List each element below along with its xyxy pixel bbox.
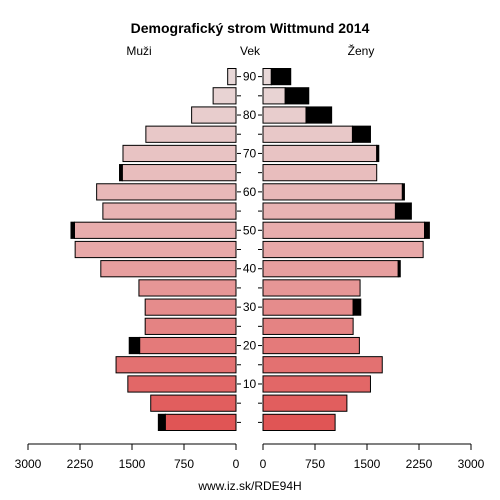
excess-women-55-59 bbox=[394, 202, 412, 220]
bar-men-35-39 bbox=[138, 279, 237, 297]
bar-men-40-44 bbox=[100, 260, 237, 278]
bar-women-0-4 bbox=[262, 413, 336, 431]
bar-men-15-19 bbox=[115, 356, 237, 374]
age-tick-label: 90 bbox=[243, 70, 257, 84]
bar-men-70-74 bbox=[122, 144, 237, 163]
age-tick-label: 80 bbox=[243, 108, 257, 122]
age-tick-label: 10 bbox=[243, 377, 257, 391]
excess-men-50-54 bbox=[70, 221, 75, 239]
bar-women-90+ bbox=[262, 68, 272, 86]
bar-men-75-79 bbox=[145, 125, 237, 143]
excess-men-65-69 bbox=[119, 164, 123, 182]
bar-men-90+ bbox=[227, 68, 237, 86]
bar-men-60-64 bbox=[96, 183, 237, 201]
bar-women-10-14 bbox=[262, 375, 371, 393]
bar-women-65-69 bbox=[262, 164, 378, 182]
bar-men-65-69 bbox=[121, 164, 237, 182]
bar-women-30-34 bbox=[262, 298, 354, 316]
x-tick-label-men: 0 bbox=[233, 457, 240, 471]
bar-men-30-34 bbox=[144, 298, 237, 316]
age-tick-label: 60 bbox=[243, 185, 257, 199]
excess-women-60-64 bbox=[401, 183, 405, 201]
bar-women-25-29 bbox=[262, 317, 354, 335]
bar-women-60-64 bbox=[262, 183, 403, 201]
excess-women-40-44 bbox=[397, 260, 401, 278]
excess-women-50-54 bbox=[424, 221, 430, 239]
bars-group bbox=[70, 68, 430, 431]
right-label-women: Ženy bbox=[348, 43, 375, 58]
x-tick-label-women: 2250 bbox=[406, 457, 433, 471]
x-tick-label-men: 3000 bbox=[15, 457, 42, 471]
age-tick-label: 20 bbox=[243, 339, 257, 353]
bar-men-55-59 bbox=[102, 202, 237, 220]
age-tick-label: 70 bbox=[243, 146, 257, 160]
excess-women-90+ bbox=[270, 68, 292, 86]
bar-women-75-79 bbox=[262, 125, 353, 143]
bar-women-80-84 bbox=[262, 106, 307, 124]
bar-women-20-24 bbox=[262, 336, 360, 355]
bar-women-15-19 bbox=[262, 356, 383, 374]
bar-women-85-89 bbox=[262, 87, 286, 105]
bar-men-80-84 bbox=[191, 106, 237, 124]
chart-title: Demografický strom Wittmund 2014 bbox=[131, 20, 370, 36]
bar-women-35-39 bbox=[262, 279, 361, 297]
bar-men-20-24 bbox=[139, 336, 237, 355]
bar-men-0-4 bbox=[164, 413, 237, 431]
bar-women-70-74 bbox=[262, 144, 378, 163]
age-tick-label: 40 bbox=[243, 262, 257, 276]
bar-men-85-89 bbox=[212, 87, 237, 105]
excess-women-70-74 bbox=[376, 144, 380, 163]
x-tick-label-women: 1500 bbox=[354, 457, 381, 471]
x-tick-label-men: 2250 bbox=[67, 457, 94, 471]
axes-group: 10 20 30 40 50 60 70 80 90 0 0 750 750 1500 1500 2250 22… bbox=[15, 70, 485, 471]
footer-url: www.iz.sk/RDE94H bbox=[197, 479, 301, 493]
bar-men-50-54 bbox=[73, 221, 237, 239]
x-tick-label-women: 750 bbox=[305, 457, 325, 471]
bar-women-40-44 bbox=[262, 260, 399, 278]
center-label-age: Vek bbox=[240, 44, 261, 58]
x-tick-label-men: 1500 bbox=[119, 457, 146, 471]
excess-women-75-79 bbox=[351, 125, 371, 143]
x-tick-label-men: 750 bbox=[174, 457, 194, 471]
bar-men-5-9 bbox=[150, 394, 237, 412]
bar-men-10-14 bbox=[127, 375, 237, 393]
age-tick-label: 30 bbox=[243, 300, 257, 314]
excess-women-80-84 bbox=[305, 106, 333, 124]
left-label-men: Muži bbox=[126, 44, 151, 58]
excess-men-20-24 bbox=[128, 336, 141, 355]
bar-men-25-29 bbox=[144, 317, 237, 335]
age-tick-label: 50 bbox=[243, 223, 257, 237]
excess-women-85-89 bbox=[284, 87, 310, 105]
bar-women-50-54 bbox=[262, 221, 426, 239]
x-tick-label-women: 3000 bbox=[458, 457, 485, 471]
excess-women-30-34 bbox=[352, 298, 362, 316]
bar-women-55-59 bbox=[262, 202, 396, 220]
bar-men-45-49 bbox=[74, 240, 237, 259]
x-tick-label-women: 0 bbox=[260, 457, 267, 471]
bar-women-5-9 bbox=[262, 394, 348, 412]
excess-men-0-4 bbox=[157, 413, 166, 431]
bar-women-45-49 bbox=[262, 240, 424, 259]
